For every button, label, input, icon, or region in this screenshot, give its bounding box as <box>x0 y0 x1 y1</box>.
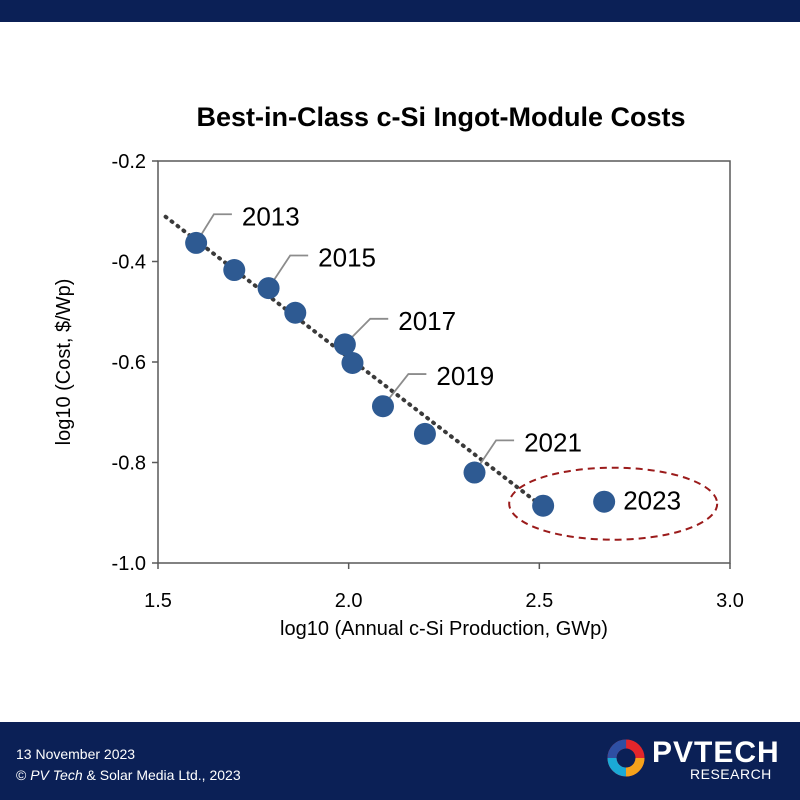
x-tick-label: 1.5 <box>144 590 172 612</box>
x-axis-label: log10 (Annual c-Si Production, GWp) <box>280 618 608 640</box>
annotation-label: 2015 <box>318 242 376 272</box>
data-point <box>413 422 436 445</box>
footer-date: 13 November 2023 <box>16 746 136 762</box>
chart: Best-in-Class c-Si Ingot-Module Costs -0… <box>53 102 744 640</box>
data-point <box>333 333 356 356</box>
y-tick-label: -0.2 <box>112 151 146 173</box>
logo-subtitle: RESEARCH <box>690 766 772 782</box>
annotation-leader <box>195 213 232 244</box>
data-point <box>284 301 307 324</box>
annotation-leader <box>382 373 427 407</box>
annotation-label: 2019 <box>436 361 494 391</box>
pv-tech-logo: PVTECH RESEARCH <box>606 734 786 790</box>
copyright-rest: & Solar Media Ltd., 2023 <box>82 767 241 783</box>
header-bar <box>0 0 800 22</box>
annotation-label: 2017 <box>398 306 456 336</box>
logo-letters-vtech: VTECH <box>673 736 780 769</box>
footer-copyright: © PV Tech & Solar Media Ltd., 2023 <box>16 767 241 783</box>
y-tick-label: -0.8 <box>112 453 146 475</box>
y-tick-label: -0.4 <box>112 252 146 274</box>
data-point <box>185 231 208 254</box>
x-tick-label: 2.5 <box>525 590 553 612</box>
copyright-brand: PV Tech <box>30 767 83 783</box>
highlight-ellipse <box>508 466 719 541</box>
pv-tech-ring-icon <box>607 739 645 777</box>
chart-title: Best-in-Class c-Si Ingot-Module Costs <box>196 102 685 132</box>
annotation-leader <box>267 254 309 289</box>
annotation-label: 2013 <box>242 201 300 231</box>
data-point <box>593 490 616 513</box>
trendline <box>163 214 542 507</box>
data-point <box>532 494 555 517</box>
logo-wordmark: PVTECH <box>652 738 780 768</box>
annotation-label: 2023 <box>623 486 681 516</box>
annotation-leader <box>344 317 389 346</box>
logo-letter-p: P <box>652 736 674 769</box>
y-axis-label: log10 (Cost, $/Wp) <box>53 279 75 446</box>
y-tick-label: -1.0 <box>112 553 146 575</box>
data-point <box>223 259 246 282</box>
x-tick-label: 2.0 <box>335 590 363 612</box>
data-point <box>341 352 364 375</box>
annotation-leader <box>473 439 515 474</box>
data-point <box>257 277 280 300</box>
data-point <box>371 395 394 418</box>
x-tick-label: 3.0 <box>716 590 744 612</box>
copyright-symbol: © <box>16 767 27 783</box>
annotation-label: 2021 <box>524 427 582 457</box>
y-tick-label: -0.6 <box>112 352 146 374</box>
footer-bar: 13 November 2023 © PV Tech & Solar Media… <box>0 722 800 800</box>
data-point <box>463 461 486 484</box>
